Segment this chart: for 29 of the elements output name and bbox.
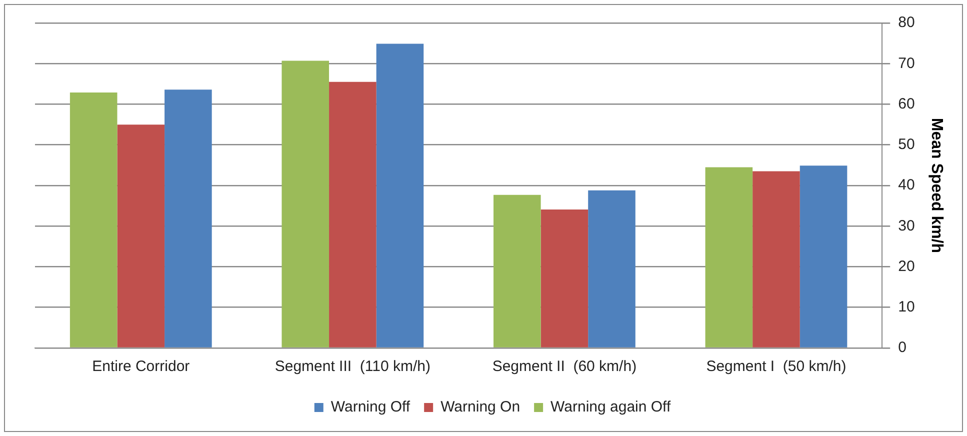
bar [70,92,118,348]
y-tick-label: 40 [898,176,915,194]
y-tick-label: 20 [898,258,915,275]
bar [329,82,376,348]
y-tick-label: 60 [898,95,915,112]
bar [588,190,636,348]
y-tick-label: 30 [898,217,915,234]
x-tick-label: Segment III (110 km/h) [274,358,430,376]
y-tick-label: 50 [898,136,915,154]
x-tick-label: Segment I (50 km/h) [706,358,846,376]
bar [800,166,848,348]
y-tick-label: 10 [898,298,915,316]
x-tick-label: Entire Corridor [92,358,190,376]
legend-label: Warning Off [330,398,411,416]
y-axis-title: Mean Speed km/h [928,118,945,254]
bar [752,171,800,348]
legend-label: Warning On [440,398,520,416]
legend-label: Warning again Off [550,398,672,416]
bar [540,209,588,348]
y-tick-label: 70 [898,54,915,72]
bar [282,60,330,348]
y-tick-label: 80 [898,14,915,32]
bar [164,90,212,348]
bar [705,167,753,348]
x-tick-label: Segment II (60 km/h) [492,358,637,376]
y-tick-label: 0 [898,339,906,356]
bar [494,194,541,348]
bar [376,44,424,348]
bar [117,124,165,348]
